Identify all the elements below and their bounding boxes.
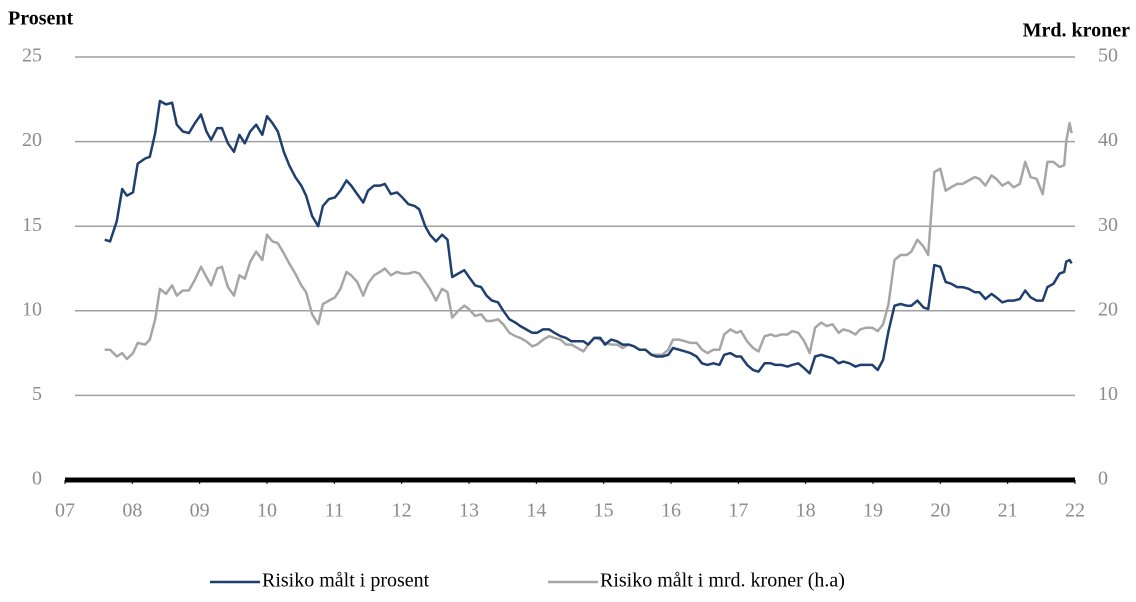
x-tick-label: 13 (459, 500, 479, 522)
y-axis-title: Prosent (8, 8, 74, 30)
x-tick-label: 20 (930, 500, 950, 522)
x-tick-label: 11 (325, 500, 344, 522)
series-line (104, 121, 1073, 361)
x-tick-label: 07 (55, 500, 75, 522)
x-tick-label: 14 (526, 500, 546, 522)
x-tick-label: 19 (863, 500, 883, 522)
x-tick-label: 16 (661, 500, 681, 522)
x-tick-label: 21 (998, 500, 1018, 522)
y-tick-label: 20 (22, 129, 42, 151)
x-tick-label: 09 (190, 500, 210, 522)
y-tick-label: 25 (22, 45, 42, 67)
y2-axis-title: Mrd. kroner (1023, 20, 1131, 42)
x-tick-label: 22 (1065, 500, 1085, 522)
x-tick-label: 10 (257, 500, 277, 522)
legend-label: Risiko målt i mrd. kroner (h.a) (600, 570, 845, 592)
legend-label: Risiko målt i prosent (262, 570, 430, 592)
y-tick-label: 0 (32, 468, 42, 490)
series-line (104, 99, 1073, 375)
y-tick-label: 5 (32, 383, 42, 405)
y2-tick-label: 20 (1098, 298, 1118, 320)
x-tick-label: 15 (594, 500, 614, 522)
y2-tick-label: 0 (1098, 468, 1108, 490)
y-tick-label: 10 (22, 298, 42, 320)
x-tick-label: 12 (392, 500, 412, 522)
y2-tick-label: 30 (1098, 214, 1118, 236)
x-tick-label: 18 (796, 500, 816, 522)
x-tick-label: 08 (122, 500, 142, 522)
y-tick-label: 15 (22, 214, 42, 236)
y2-tick-label: 40 (1098, 129, 1118, 151)
x-tick-label: 17 (728, 500, 748, 522)
y2-tick-label: 10 (1098, 383, 1118, 405)
y2-tick-label: 50 (1098, 45, 1118, 67)
